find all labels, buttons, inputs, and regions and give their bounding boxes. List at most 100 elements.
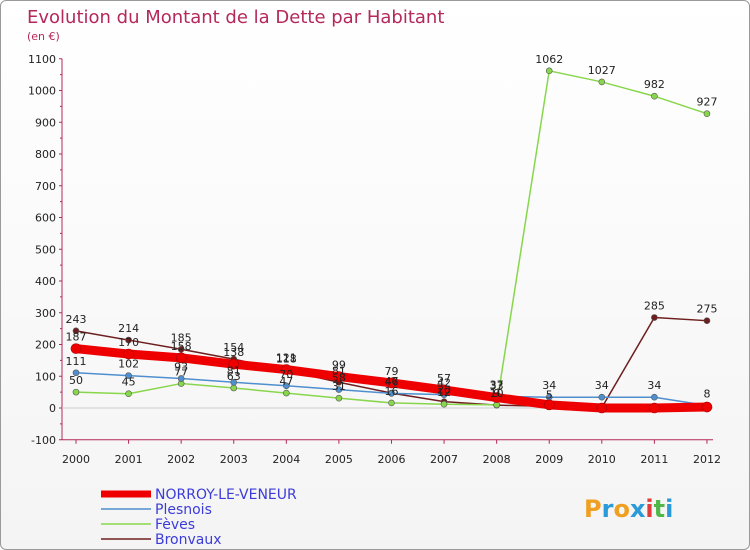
data-point	[228, 358, 240, 370]
data-label: 214	[118, 322, 139, 335]
logo-letter: t	[654, 495, 665, 523]
data-label: 31	[332, 380, 346, 393]
data-label: 285	[644, 300, 665, 313]
data-point	[177, 345, 185, 353]
legend-label: Plesnois	[155, 502, 212, 518]
data-point	[438, 384, 450, 396]
data-point	[703, 317, 711, 324]
y-tick-label: 600	[35, 212, 56, 225]
data-point	[440, 400, 448, 408]
data-label: 79	[384, 365, 398, 378]
data-label: 34	[542, 379, 556, 392]
data-point	[651, 393, 658, 401]
data-point	[386, 377, 397, 389]
data-point	[72, 327, 80, 335]
data-point	[388, 390, 395, 397]
data-label: 185	[171, 331, 192, 344]
data-point	[596, 402, 608, 414]
data-label: 63	[227, 370, 241, 383]
data-label: 93	[174, 360, 188, 373]
data-point	[70, 343, 82, 354]
y-axis-ticks: -100 0 100 200 300 400 500 600 700 800 900 1000 1100	[28, 53, 62, 447]
data-label: 10	[490, 387, 504, 400]
data-point	[335, 386, 343, 393]
logo-letter: P	[584, 495, 602, 523]
data-label: 1062	[535, 53, 563, 66]
data-point	[230, 378, 238, 386]
data-label: 37	[490, 378, 504, 391]
data-point	[123, 348, 134, 360]
data-label: 58	[332, 372, 346, 385]
logo-letter: i	[645, 495, 653, 523]
data-point	[72, 388, 80, 396]
data-label: 8	[703, 387, 710, 400]
y-tick-label: 400	[35, 275, 56, 288]
x-tick-label: 2004	[272, 453, 300, 466]
data-label: 927	[696, 96, 717, 109]
data-label: 57	[437, 372, 451, 385]
x-tick-label: 2010	[588, 453, 616, 466]
data-point	[72, 369, 80, 377]
x-tick-label: 2006	[377, 453, 405, 466]
data-label: 982	[644, 78, 665, 91]
data-label: 99	[332, 359, 346, 372]
y-tick-label: 300	[35, 307, 56, 320]
data-point	[125, 372, 132, 379]
axes: 2000 2001 2002 2003 2004 2005 2006 2007 2008 2009…	[61, 58, 721, 466]
y-tick-label: 800	[35, 148, 56, 161]
data-point	[651, 92, 658, 100]
data-label: 154	[223, 341, 244, 354]
data-label: 81	[227, 364, 241, 377]
logo-letter: i	[665, 495, 673, 523]
data-label: 70	[279, 368, 293, 381]
data-point	[281, 364, 292, 375]
y-tick-label: 200	[35, 339, 56, 352]
data-point	[333, 371, 345, 382]
data-point	[545, 67, 553, 75]
x-tick-label: 2012	[693, 453, 721, 466]
chart-subtitle: (en €)	[27, 30, 60, 43]
data-point	[703, 110, 711, 117]
y-tick-label: -100	[31, 434, 56, 447]
x-tick-label: 2008	[483, 453, 511, 466]
y-tick-label: 700	[35, 180, 56, 193]
x-tick-label: 2005	[325, 453, 353, 466]
x-tick-label: 2001	[115, 453, 143, 466]
data-label: 118	[276, 353, 297, 366]
data-point	[701, 401, 713, 413]
y-tick-label: 1100	[28, 53, 56, 66]
chart-title: Evolution du Montant de la Dette par Hab…	[27, 7, 444, 28]
data-point	[283, 382, 290, 390]
data-point	[491, 392, 502, 403]
data-point	[125, 336, 132, 344]
data-label: 34	[595, 379, 609, 392]
x-tick-label: 2007	[430, 453, 458, 466]
series-lines	[70, 67, 713, 414]
data-label: 45	[122, 376, 136, 389]
data-point	[177, 375, 185, 382]
data-point	[335, 394, 343, 402]
data-point	[125, 390, 132, 398]
data-label: 5	[546, 388, 553, 401]
data-label: 77	[174, 366, 188, 379]
y-tick-label: 900	[35, 116, 56, 129]
data-point	[543, 399, 555, 411]
data-label: 42	[437, 377, 451, 390]
legend-label: NORROY-LE-VENEUR	[155, 487, 297, 503]
y-tick-label: 500	[35, 243, 56, 256]
data-label: 12	[437, 386, 451, 399]
data-label: 16	[384, 385, 398, 398]
y-tick-label: 1000	[28, 85, 56, 98]
data-label: 34	[647, 379, 661, 392]
logo-letter: r	[602, 495, 614, 523]
legend-label: Bronvaux	[155, 532, 222, 548]
data-point	[230, 384, 238, 392]
data-label: 46	[384, 375, 398, 388]
logo-letter: x	[630, 495, 646, 523]
data-point	[598, 78, 606, 86]
data-label: 243	[66, 313, 87, 326]
data-point	[649, 402, 660, 414]
